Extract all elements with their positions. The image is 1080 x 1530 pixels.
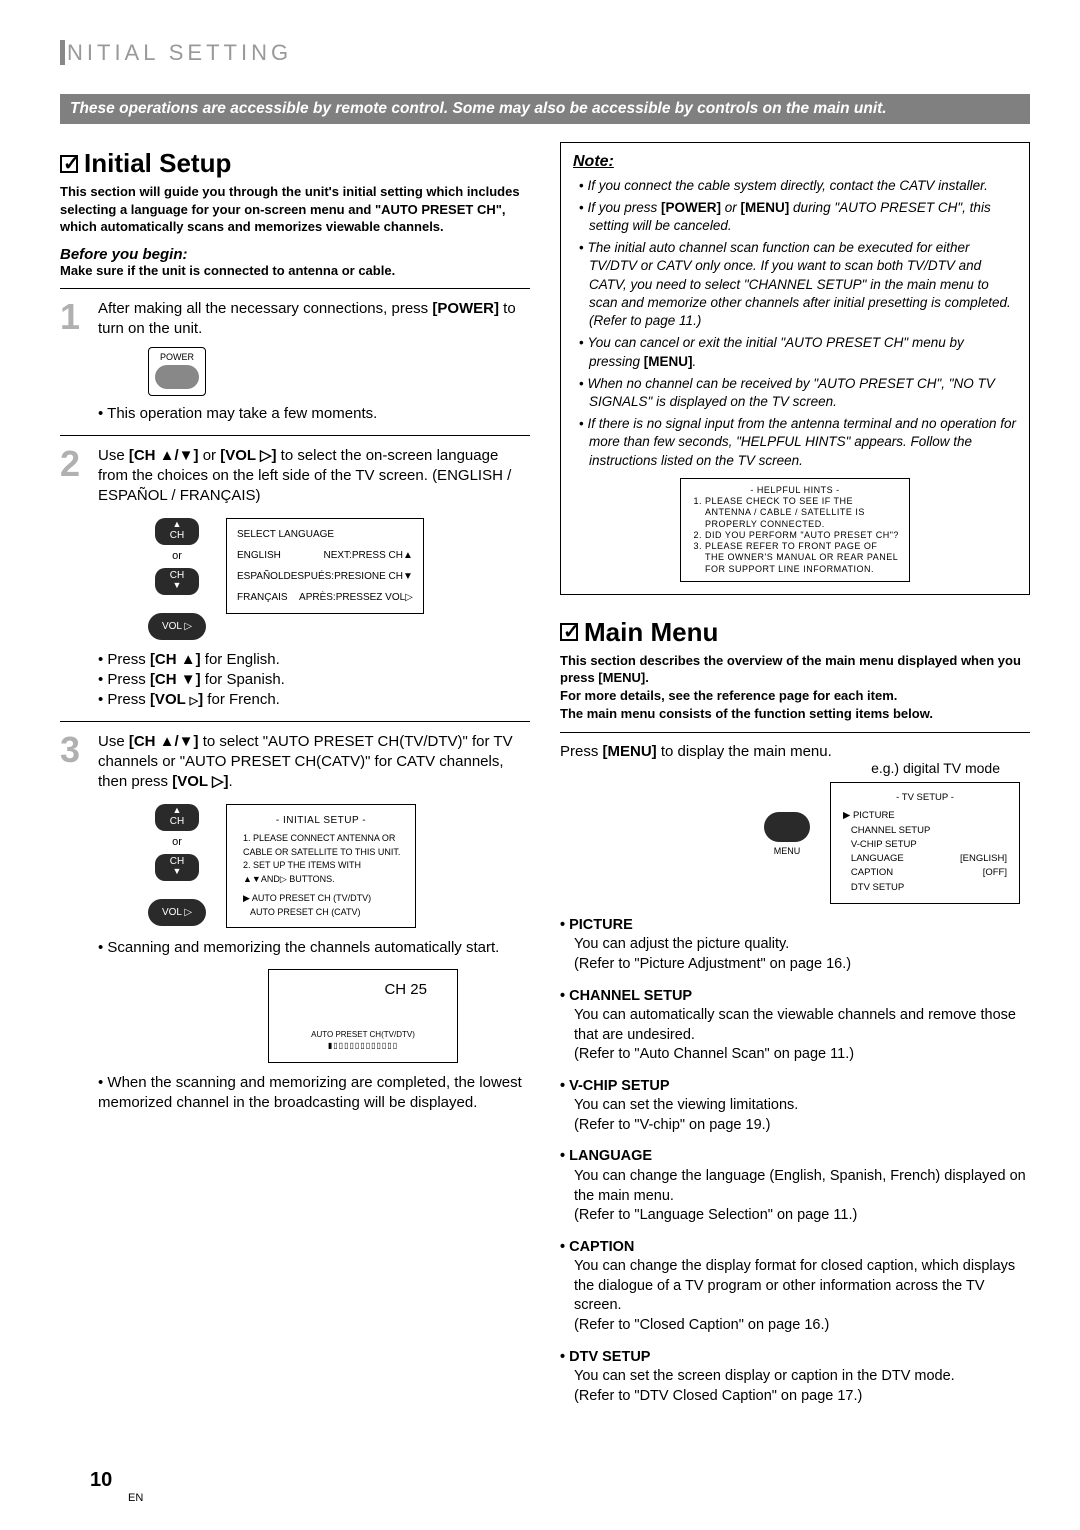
step-2: 2 Use [CH ▲/▼] or [VOL ▷] to select the …: [60, 446, 530, 711]
remote-ch-vol-icons: ▲CH or CH▼ VOL ▷: [148, 518, 206, 640]
before-begin-text: Make sure if the unit is connected to an…: [60, 263, 530, 278]
main-menu-intro: For more details, see the reference page…: [560, 687, 1030, 705]
page-number: 10: [90, 1469, 112, 1492]
menu-item: DTV SETUPYou can set the screen display …: [560, 1348, 1030, 1407]
tv-setup-row: V-CHIP SETUP: [843, 838, 1007, 852]
initial-setup-osd: - INITIAL SETUP - 1. PLEASE CONNECT ANTE…: [226, 804, 416, 928]
step-number: 3: [60, 732, 88, 1113]
before-begin-label: Before you begin:: [60, 246, 530, 263]
tv-setup-row: CAPTION[OFF]: [843, 866, 1007, 880]
step2-bullet: Press [CH ▼] for Spanish.: [98, 670, 530, 690]
menu-item: CAPTIONYou can change the display format…: [560, 1238, 1030, 1336]
menu-item: V-CHIP SETUPYou can set the viewing limi…: [560, 1077, 1030, 1136]
menu-button-icon: [764, 812, 810, 842]
step2-bullet: Press [CH ▲] for English.: [98, 650, 530, 670]
initial-setup-intro: This section will guide you through the …: [60, 183, 530, 236]
press-menu-text: Press [MENU] to display the main menu.: [560, 743, 1030, 760]
scan-progress-osd: CH 25 AUTO PRESET CH(TV/DTV) ▮▯▯▯▯▯▯▯▯▯▯…: [268, 969, 458, 1063]
menu-item: CHANNEL SETUPYou can automatically scan …: [560, 987, 1030, 1065]
access-banner: These operations are accessible by remot…: [60, 94, 1030, 124]
language-osd: SELECT LANGUAGE ENGLISHNEXT:PRESS CH▲ ES…: [226, 518, 424, 614]
step1-note: This operation may take a few moments.: [98, 404, 530, 424]
menu-item: PICTUREYou can adjust the picture qualit…: [560, 916, 1030, 975]
tv-setup-row: ▶ PICTURE: [843, 809, 1007, 823]
checkmark-icon: [560, 623, 578, 641]
step3-bullet: When the scanning and memorizing are com…: [98, 1073, 530, 1114]
step-number: 1: [60, 299, 88, 425]
step-number: 2: [60, 446, 88, 711]
step2-bullet: Press [VOL ▷] for French.: [98, 690, 530, 710]
step-1: 1 After making all the necessary connect…: [60, 299, 530, 425]
main-menu-intro: The main menu consists of the function s…: [560, 705, 1030, 723]
note-item: If you press [POWER] or [MENU] during "A…: [573, 199, 1017, 235]
main-menu-intro: This section describes the overview of t…: [560, 652, 1030, 687]
note-item: If you connect the cable system directly…: [573, 177, 1017, 195]
initial-setup-heading: Initial Setup: [60, 148, 530, 179]
step3-bullet: Scanning and memorizing the channels aut…: [98, 938, 530, 958]
note-item: If there is no signal input from the ant…: [573, 415, 1017, 470]
page-lang: EN: [128, 1492, 143, 1504]
remote-ch-vol-icons: ▲CH or CH▼ VOL ▷: [148, 804, 206, 926]
power-button-icon: POWER: [148, 347, 206, 396]
helpful-hints-osd: - HELPFUL HINTS - PLEASE CHECK TO SEE IF…: [680, 478, 910, 582]
tv-setup-row: CHANNEL SETUP: [843, 824, 1007, 838]
eg-label: e.g.) digital TV mode: [560, 760, 1000, 776]
checkmark-icon: [60, 155, 78, 173]
note-item: When no channel can be received by "AUTO…: [573, 375, 1017, 411]
note-item: The initial auto channel scan function c…: [573, 239, 1017, 330]
note-item: You can cancel or exit the initial "AUTO…: [573, 334, 1017, 370]
tv-setup-osd: - TV SETUP - ▶ PICTURE CHANNEL SETUP V-C…: [830, 782, 1020, 904]
breadcrumb: NITIAL SETTING: [60, 40, 1030, 66]
main-menu-heading: Main Menu: [560, 617, 1030, 648]
tv-setup-row: LANGUAGE[ENGLISH]: [843, 852, 1007, 866]
step-3: 3 Use [CH ▲/▼] to select "AUTO PRESET CH…: [60, 732, 530, 1113]
note-box: Note: If you connect the cable system di…: [560, 142, 1030, 595]
menu-item: LANGUAGEYou can change the language (Eng…: [560, 1147, 1030, 1225]
tv-setup-row: DTV SETUP: [843, 881, 1007, 895]
